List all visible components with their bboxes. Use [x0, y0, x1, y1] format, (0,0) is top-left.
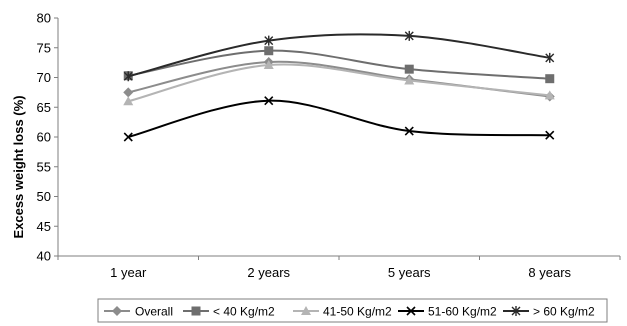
data-point — [264, 96, 274, 106]
legend-label: Overall — [135, 305, 173, 319]
series-layer — [123, 30, 555, 142]
y-tick-label: 70 — [37, 70, 51, 85]
legend-marker — [406, 306, 416, 316]
data-point — [545, 52, 555, 63]
legend-label: 41-50 Kg/m2 — [323, 305, 392, 319]
legend-entry: 51-60 Kg/m2 — [398, 305, 497, 319]
series-line — [128, 60, 550, 98]
y-tick-label: 80 — [37, 11, 51, 26]
data-point — [264, 46, 274, 56]
data-point — [263, 60, 274, 70]
data-point — [123, 96, 134, 106]
axes: 40 45 50 55 60 65 70 75 80 1 year 2 years 5 years 8 … — [37, 11, 621, 280]
legend-marker — [112, 306, 122, 316]
series — [123, 46, 555, 84]
data-point — [404, 75, 415, 85]
legend-marker — [511, 306, 521, 316]
data-point — [123, 132, 133, 142]
data-point — [545, 74, 555, 84]
legend-entry: Overall — [104, 305, 173, 319]
x-tick-label: 8 years — [528, 265, 571, 280]
legend-label: > 60 Kg/m2 — [533, 305, 595, 319]
legend-entry: 41-50 Kg/m2 — [293, 305, 392, 319]
series-line — [128, 33, 550, 78]
data-point — [545, 130, 555, 140]
data-point — [123, 71, 133, 82]
y-tick-label: 40 — [37, 249, 51, 264]
x-tick-label: 2 years — [247, 265, 290, 280]
data-point — [544, 90, 555, 100]
y-tick-label: 50 — [37, 189, 51, 204]
series-line — [127, 63, 550, 103]
legend-label: 51-60 Kg/m2 — [428, 305, 497, 319]
y-tick-label: 45 — [37, 219, 51, 234]
y-tick-label: 60 — [37, 130, 51, 145]
y-tick-label: 75 — [37, 40, 51, 55]
series-line — [127, 99, 550, 138]
series — [123, 57, 555, 102]
series — [123, 30, 555, 82]
series — [123, 60, 555, 106]
series — [123, 96, 555, 142]
data-point — [404, 126, 414, 136]
data-point — [404, 64, 414, 74]
data-point — [264, 35, 274, 46]
legend-box — [97, 298, 608, 323]
x-tick-label: 5 years — [388, 265, 431, 280]
series-line — [128, 49, 550, 80]
y-tick-label: 55 — [37, 159, 51, 174]
legend-entry: < 40 Kg/m2 — [183, 305, 275, 319]
legend-label: < 40 Kg/m2 — [213, 305, 275, 319]
legend-marker — [301, 306, 311, 315]
data-point — [123, 87, 134, 98]
x-tick-label: 1 year — [110, 265, 147, 280]
y-axis-title: Excess weight loss (%) — [11, 95, 26, 238]
legend-marker — [191, 306, 201, 316]
data-point — [404, 30, 414, 41]
legend: Overall < 40 Kg/m2 41-50 Kg/m2 51-60 Kg/m2 >… — [97, 298, 608, 323]
y-tick-label: 65 — [37, 100, 51, 115]
legend-entry: > 60 Kg/m2 — [503, 305, 595, 319]
